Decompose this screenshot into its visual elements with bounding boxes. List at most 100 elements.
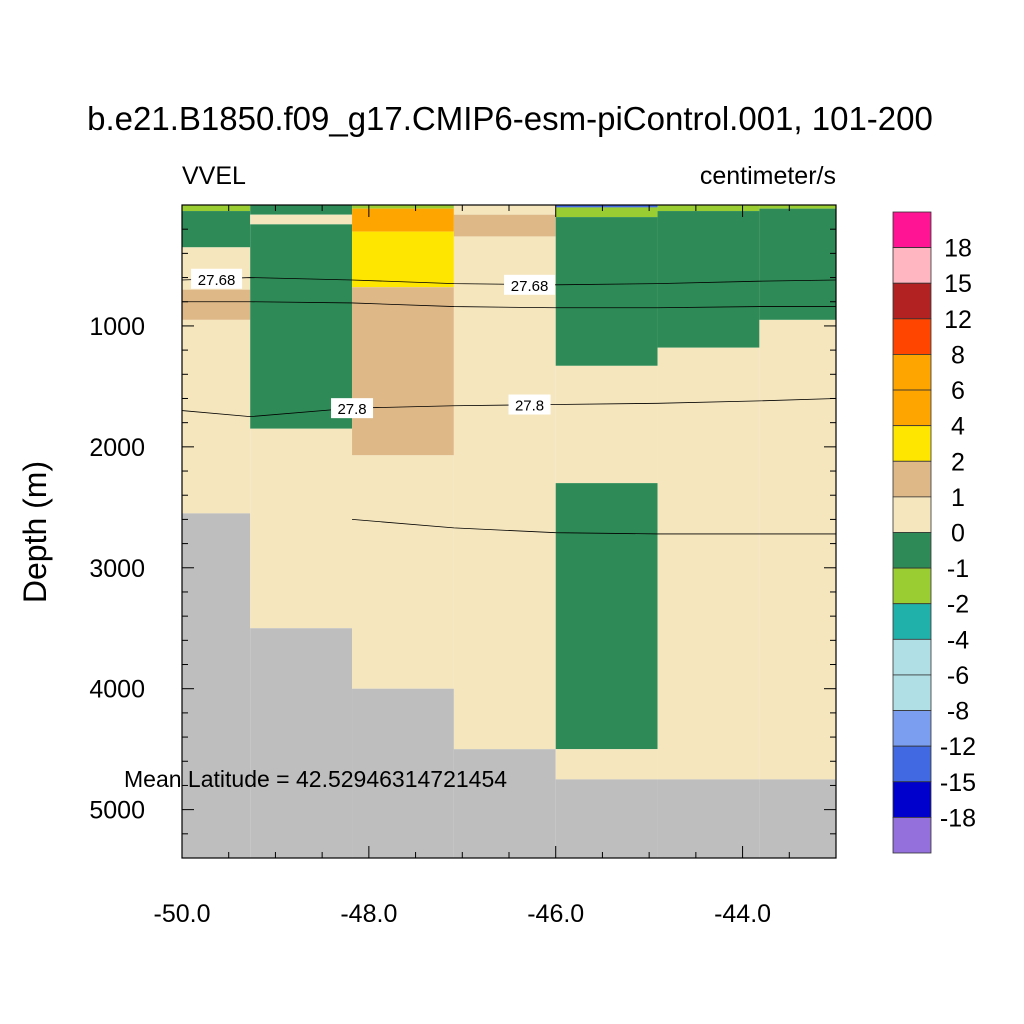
colorbar-label: -8 — [947, 698, 969, 726]
data-cell-3 — [182, 289, 251, 320]
colorbar-label: 8 — [951, 341, 965, 369]
y-axis-label: Depth (m) — [17, 461, 53, 603]
contour-label-2: 27.8 — [337, 401, 366, 418]
data-cell-4 — [182, 319, 251, 514]
data-cell-12 — [352, 208, 454, 232]
data-cell-15 — [352, 455, 454, 689]
colorbar-swatch — [892, 638, 932, 676]
colorbar-label: 1 — [951, 484, 965, 512]
data-cell-5 — [182, 513, 251, 858]
colorbar-swatch — [892, 674, 932, 711]
contour-label-3: 27.8 — [515, 398, 544, 415]
data-cell-19 — [453, 236, 556, 750]
data-cell-31 — [657, 779, 760, 858]
variable-label: VVEL — [182, 162, 246, 190]
colorbar-label: 15 — [944, 270, 972, 298]
data-cell-23 — [555, 217, 658, 366]
data-cell-0 — [182, 205, 251, 212]
data-cell-29 — [657, 211, 760, 348]
colorbar-swatch — [892, 282, 932, 320]
contour-line-2 — [181, 398, 837, 418]
colorbar-swatch — [892, 354, 932, 391]
data-cell-27 — [555, 779, 658, 858]
colorbar-label: -18 — [940, 804, 976, 832]
colorbar-label: -15 — [940, 769, 976, 797]
colorbar-swatch — [892, 816, 932, 854]
colorbar-label: -12 — [940, 733, 976, 761]
data-cell-1 — [182, 211, 251, 248]
colorbar-swatch — [892, 389, 932, 427]
colorbar-label: 0 — [951, 520, 965, 548]
data-cells — [182, 205, 836, 858]
contour-line-1 — [182, 301, 836, 309]
y-tick-label: 3000 — [89, 555, 145, 583]
colorbar-label: -4 — [947, 626, 969, 654]
contour-label-0: 27.68 — [198, 272, 236, 289]
data-cell-6 — [250, 205, 353, 215]
data-cell-32 — [759, 205, 836, 209]
x-tick-label: -50.0 — [154, 900, 211, 928]
x-tick-label: -48.0 — [340, 900, 397, 928]
contour-label-1: 27.68 — [511, 278, 549, 295]
colorbar-swatch — [892, 710, 932, 747]
contour-label-box-3 — [508, 394, 551, 415]
chart-title: b.e21.B1850.f09_g17.CMIP6-esm-piControl.… — [87, 100, 933, 137]
mean-latitude-annotation: Mean Latitude = 42.52946314721454 — [124, 766, 507, 792]
colorbar-swatch — [892, 460, 932, 498]
data-cell-9 — [250, 428, 353, 629]
data-cell-34 — [759, 319, 836, 780]
x-tick-label: -44.0 — [714, 900, 771, 928]
colorbar-label: 6 — [951, 377, 965, 405]
contour-line-3 — [352, 519, 836, 535]
data-cell-30 — [657, 347, 760, 780]
contour-label-box-2 — [331, 398, 374, 419]
colorbar-swatch — [892, 781, 932, 818]
data-cell-26 — [555, 749, 658, 780]
colorbar-swatch — [892, 496, 932, 533]
data-cell-18 — [453, 214, 556, 237]
contour-labels: 27.68 27.68 27.8 27.8 — [191, 268, 556, 419]
colorbar-swatch — [892, 211, 932, 249]
data-cell-25 — [555, 483, 658, 750]
data-cell-20 — [453, 749, 556, 858]
data-cell-33 — [759, 208, 836, 320]
colorbar-label: -1 — [947, 555, 969, 583]
contour-label-box-0 — [191, 268, 243, 289]
data-cell-7 — [250, 214, 353, 225]
y-tick-label: 2000 — [89, 434, 145, 462]
y-tick-label: 5000 — [89, 797, 145, 825]
colorbar-label: 12 — [944, 306, 972, 334]
colorbar-label: 4 — [951, 413, 965, 441]
colorbar-label: 18 — [944, 235, 972, 263]
units-label: centimeter/s — [700, 162, 836, 190]
data-cell-21 — [555, 205, 658, 208]
data-cell-8 — [250, 224, 353, 429]
data-cell-13 — [352, 231, 454, 288]
colorbar-swatch — [892, 532, 932, 569]
colorbar-label: -6 — [947, 662, 969, 690]
data-cell-24 — [555, 365, 658, 484]
axis-tick-labels: -50.0 -48.0 -46.0 -44.0 1000 2000 3000 4000 5000 — [89, 313, 771, 928]
colorbar-swatch — [892, 603, 932, 640]
colorbar-label: -2 — [947, 591, 969, 619]
colorbar-swatch — [892, 318, 932, 355]
colorbar-swatch — [892, 745, 932, 783]
density-contours — [181, 277, 837, 535]
y-tick-label: 1000 — [89, 313, 145, 341]
colorbar-swatch — [892, 425, 932, 462]
data-cell-16 — [352, 688, 454, 858]
colorbar-swatch — [892, 567, 932, 605]
y-tick-label: 4000 — [89, 676, 145, 704]
data-cell-17 — [453, 205, 556, 215]
colorbar-swatch — [892, 247, 932, 284]
colorbar-label: 2 — [951, 448, 965, 476]
data-cell-22 — [555, 207, 658, 218]
contour-label-box-1 — [504, 274, 556, 295]
data-cell-14 — [352, 287, 454, 456]
data-cell-11 — [352, 205, 454, 209]
axis-ticks — [181, 205, 836, 859]
colorbar: 18 15 12 8 6 4 2 1 0 -1 -2 -4 -6 -8 -12 -15 -18 — [892, 211, 976, 854]
data-cell-10 — [250, 628, 353, 858]
data-cell-28 — [657, 205, 760, 212]
